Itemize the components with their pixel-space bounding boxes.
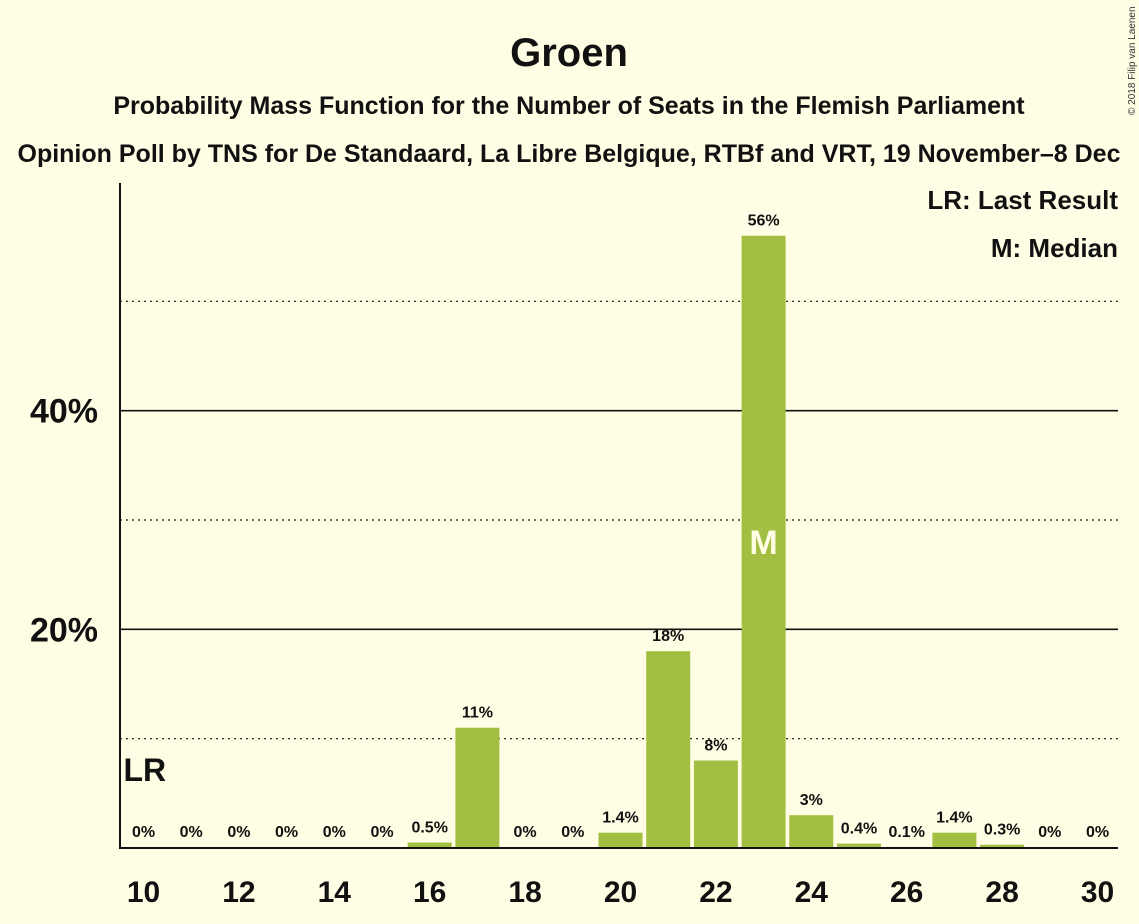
- y-tick-label: 40%: [30, 393, 98, 431]
- x-tick-label: 28: [985, 876, 1018, 909]
- data-label-seat-10: 0%: [132, 824, 155, 841]
- x-tick-labels: 10 12 14 16 18 20 22 24 26 28 30: [127, 876, 1114, 909]
- data-label-seat-19: 0%: [561, 824, 584, 841]
- data-label-seat-27: 1.4%: [936, 810, 972, 827]
- data-label-seat-26: 0.1%: [888, 824, 924, 841]
- data-label-seat-23: 56%: [748, 213, 780, 230]
- bars: [407, 235, 1025, 848]
- data-label-seat-18: 0%: [514, 824, 537, 841]
- bar-seat-21: [646, 651, 691, 848]
- data-label-seat-14: 0%: [323, 824, 346, 841]
- legend-last-result: LR: Last Result: [927, 185, 1118, 215]
- y-tick-labels: 20% 40%: [30, 393, 98, 650]
- data-label-seat-11: 0%: [180, 824, 203, 841]
- chart-title: Groen: [510, 31, 628, 75]
- data-label-seat-12: 0%: [227, 824, 250, 841]
- data-label-seat-29: 0%: [1038, 824, 1061, 841]
- bar-seat-20: [598, 832, 643, 848]
- x-tick-label: 12: [222, 876, 255, 909]
- chart-subtitle: Probability Mass Function for the Number…: [113, 92, 1025, 120]
- poll-description: Opinion Poll by TNS for De Standaard, La…: [18, 140, 1121, 168]
- data-label-seat-16: 0.5%: [411, 820, 447, 837]
- legend-median: M: Median: [991, 233, 1118, 263]
- bar-seat-22: [693, 760, 738, 848]
- bar-seat-27: [932, 832, 977, 848]
- data-label-seat-24: 3%: [800, 792, 823, 809]
- axes: [119, 183, 1118, 849]
- data-label-seat-30: 0%: [1086, 824, 1109, 841]
- median-marker: M: [749, 524, 777, 562]
- x-tick-label: 24: [795, 876, 829, 909]
- x-tick-label: 14: [318, 876, 352, 909]
- x-tick-label: 20: [604, 876, 637, 909]
- grid-lines: [120, 300, 1118, 740]
- x-tick-label: 18: [508, 876, 541, 909]
- x-tick-label: 10: [127, 876, 160, 909]
- bar-seat-16: [407, 842, 452, 848]
- x-tick-label: 26: [890, 876, 923, 909]
- data-labels: 0% 0% 0% 0% 0% 0% 0.5% 11% 0% 0% 1.4% 18% 8% 56% 3% 0.4…: [124, 213, 1110, 841]
- data-label-seat-17: 11%: [462, 705, 493, 722]
- data-label-seat-28: 0.3%: [984, 822, 1020, 839]
- bar-seat-28: [980, 844, 1025, 848]
- x-tick-label: 16: [413, 876, 446, 909]
- bar-seat-23: [741, 235, 786, 848]
- copyright-notice: © 2018 Filip van Laenen: [1127, 6, 1138, 115]
- data-label-seat-22: 8%: [704, 738, 727, 755]
- y-tick-label: 20%: [30, 611, 98, 649]
- x-tick-label: 22: [699, 876, 732, 909]
- data-label-seat-13: 0%: [275, 824, 298, 841]
- bar-seat-25: [837, 843, 881, 848]
- data-label-seat-20: 1.4%: [602, 810, 638, 827]
- bar-seat-17: [455, 727, 500, 848]
- data-label-seat-21: 18%: [652, 628, 684, 645]
- x-tick-label: 30: [1081, 876, 1114, 909]
- data-label-seat-15: 0%: [370, 824, 393, 841]
- bar-seat-24: [789, 815, 834, 848]
- last-result-marker: LR: [124, 752, 167, 788]
- data-label-seat-25: 0.4%: [841, 821, 877, 838]
